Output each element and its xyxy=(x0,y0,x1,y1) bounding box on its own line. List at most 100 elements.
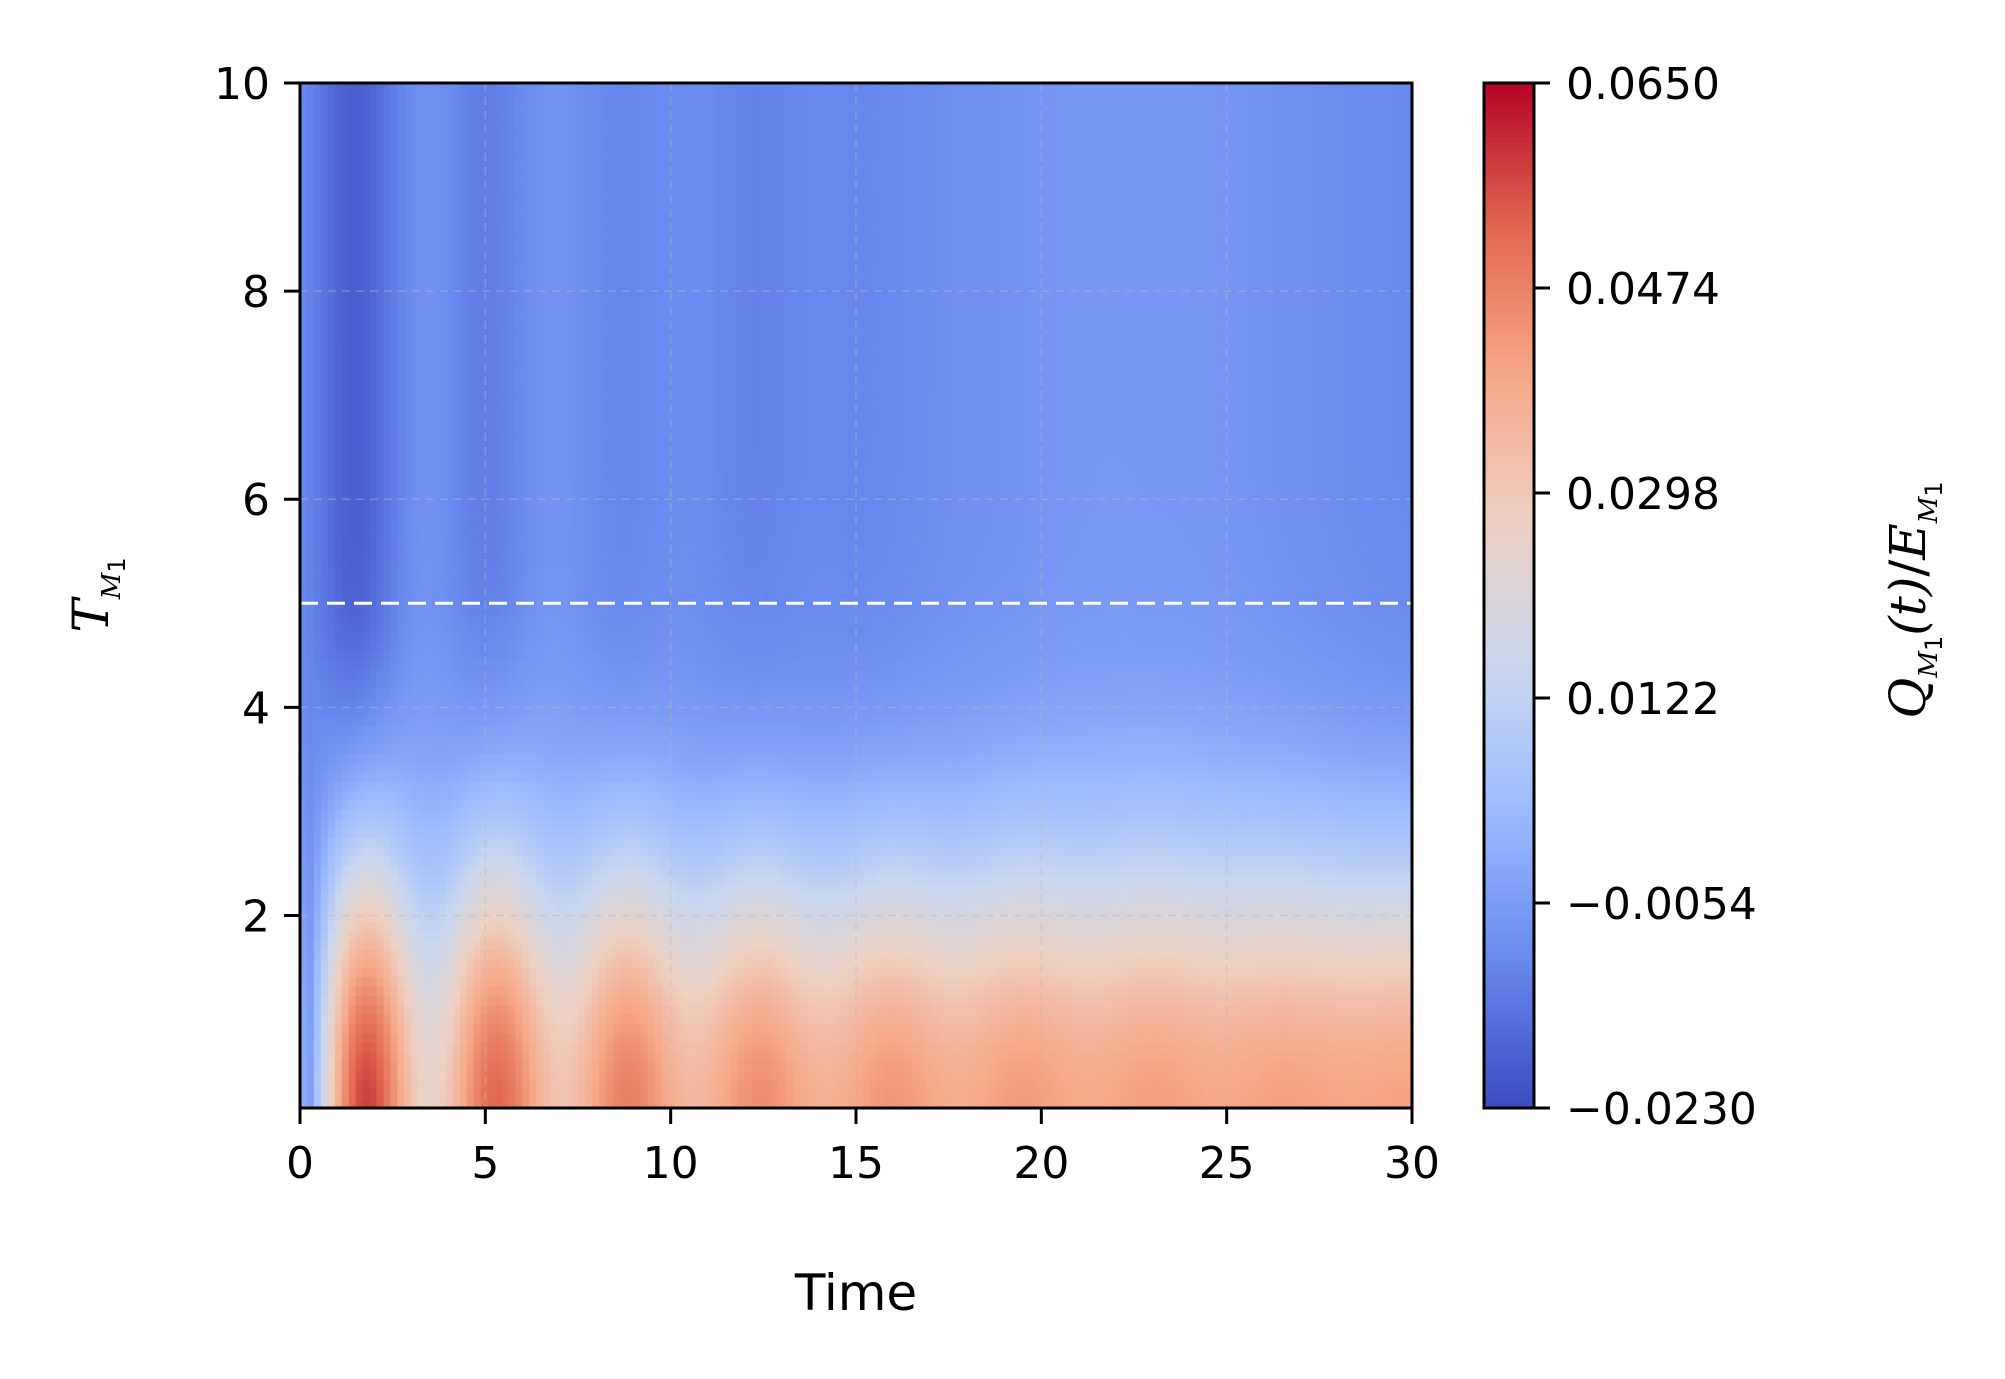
heatmap-cell xyxy=(1356,166,1364,177)
heatmap-cell xyxy=(1092,110,1100,121)
heatmap-cell xyxy=(1064,83,1073,93)
heatmap-cell xyxy=(1384,269,1392,280)
heatmap-cell xyxy=(1252,343,1260,354)
heatmap-cell xyxy=(1106,250,1114,261)
heatmap-cell xyxy=(1210,297,1218,308)
heatmap-cell xyxy=(1134,260,1142,270)
heatmap-cell xyxy=(1043,138,1052,149)
heatmap-cell xyxy=(911,297,920,308)
heatmap-cell xyxy=(383,315,391,326)
heatmap-cell xyxy=(744,120,753,131)
heatmap-cell xyxy=(1189,334,1198,345)
heatmap-cell xyxy=(480,213,489,224)
heatmap-cell xyxy=(1342,306,1351,317)
heatmap-cell xyxy=(397,325,405,336)
heatmap-cell xyxy=(1321,306,1330,317)
heatmap-cell xyxy=(737,278,746,289)
heatmap-cell xyxy=(557,101,565,112)
heatmap-cell xyxy=(946,129,954,140)
heatmap-cell xyxy=(1245,241,1253,252)
heatmap-cell xyxy=(591,353,600,364)
heatmap-cell xyxy=(786,315,795,326)
heatmap-cell xyxy=(939,343,947,354)
heatmap-cell xyxy=(828,204,836,215)
heatmap-cell xyxy=(578,222,586,233)
heatmap-cell xyxy=(751,278,760,289)
heatmap-cell xyxy=(411,157,419,168)
heatmap-cell xyxy=(932,222,940,233)
heatmap-cell xyxy=(313,353,322,364)
heatmap-cell xyxy=(1307,204,1316,215)
heatmap-cell xyxy=(883,101,892,112)
heatmap-cell xyxy=(411,353,419,364)
heatmap-cell xyxy=(807,288,815,298)
heatmap-cell xyxy=(397,138,405,149)
heatmap-cell xyxy=(432,288,440,298)
heatmap-cell xyxy=(1349,325,1357,336)
heatmap-cell xyxy=(911,101,920,112)
heatmap-cell xyxy=(1154,110,1163,121)
heatmap-cell xyxy=(800,334,808,345)
heatmap-cell xyxy=(1217,306,1225,317)
heatmap-cell xyxy=(953,138,961,149)
heatmap-cell xyxy=(459,83,468,93)
heatmap-cell xyxy=(1293,101,1302,112)
heatmap-cell xyxy=(1092,92,1100,103)
heatmap-cell xyxy=(974,306,982,317)
heatmap-cell xyxy=(633,166,642,177)
heatmap-cell xyxy=(960,166,968,177)
heatmap-cell xyxy=(1064,315,1073,326)
heatmap-cell xyxy=(995,110,1003,121)
heatmap-cell xyxy=(953,334,961,345)
heatmap-cell xyxy=(383,269,391,280)
heatmap-cell xyxy=(550,297,558,308)
heatmap-cell xyxy=(369,92,378,103)
heatmap-cell xyxy=(1405,278,1412,289)
heatmap-cell xyxy=(1349,176,1357,187)
heatmap-cell xyxy=(890,269,899,280)
heatmap-cell xyxy=(1349,260,1357,270)
heatmap-cell xyxy=(300,306,308,317)
heatmap-cell xyxy=(765,213,774,224)
heatmap-cell xyxy=(348,110,357,121)
heatmap-cell xyxy=(1175,138,1184,149)
heatmap-cell xyxy=(1120,166,1128,177)
heatmap-cell xyxy=(1405,222,1412,233)
heatmap-cell xyxy=(383,278,391,289)
heatmap-cell xyxy=(1092,157,1100,168)
heatmap-cell xyxy=(1321,176,1330,187)
heatmap-cell xyxy=(445,241,454,252)
heatmap-cell xyxy=(904,269,913,280)
heatmap-cell xyxy=(744,176,753,187)
heatmap-cell xyxy=(473,250,482,261)
heatmap-cell xyxy=(1196,157,1205,168)
heatmap-cell xyxy=(522,129,530,140)
heatmap-cell xyxy=(494,120,503,131)
heatmap-cell xyxy=(1300,185,1309,196)
heatmap-cell xyxy=(1134,343,1142,354)
heatmap-cell xyxy=(300,213,308,224)
heatmap-cell xyxy=(1286,138,1295,149)
heatmap-cell xyxy=(1175,148,1184,159)
heatmap-cell xyxy=(313,148,322,159)
heatmap-cell xyxy=(355,250,364,261)
heatmap-cell xyxy=(856,110,864,121)
heatmap-cell xyxy=(1008,166,1017,177)
heatmap-cell xyxy=(626,288,635,298)
heatmap-cell xyxy=(1307,260,1316,270)
heatmap-cell xyxy=(654,334,662,345)
heatmap-cell xyxy=(362,232,371,243)
heatmap-cell xyxy=(1036,129,1045,140)
heatmap-cell xyxy=(355,110,364,121)
heatmap-cell xyxy=(543,241,551,252)
heatmap-cell xyxy=(814,92,822,103)
heatmap-cell xyxy=(856,148,864,159)
heatmap-cell xyxy=(1238,176,1246,187)
heatmap-cell xyxy=(849,325,857,336)
heatmap-cell xyxy=(439,194,447,205)
heatmap-cell xyxy=(1203,278,1212,289)
heatmap-cell xyxy=(1015,129,1024,140)
heatmap-cell xyxy=(807,260,815,270)
heatmap-cell xyxy=(327,232,336,243)
heatmap-cell xyxy=(1293,204,1302,215)
